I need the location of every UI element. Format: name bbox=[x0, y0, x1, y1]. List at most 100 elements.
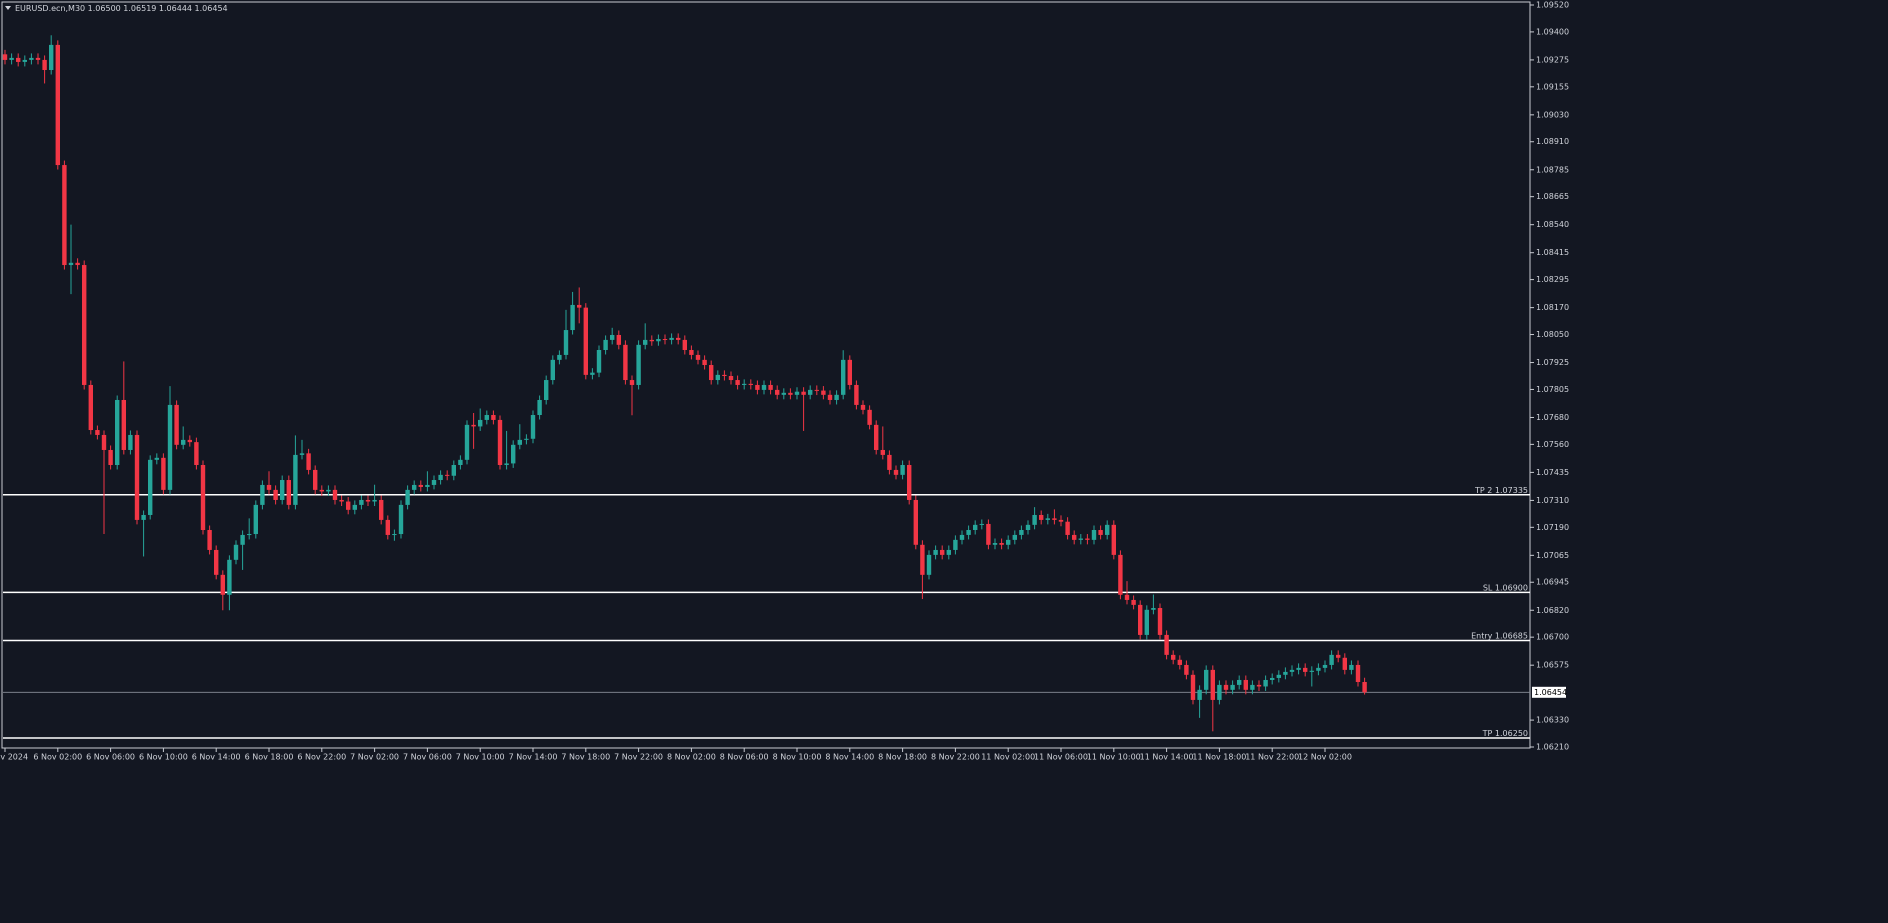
candle-body bbox=[1243, 679, 1248, 690]
x-tick-label: 6 Nov 22:00 bbox=[297, 753, 346, 762]
candle-body bbox=[438, 474, 443, 481]
candle-body bbox=[867, 409, 872, 425]
candle-body bbox=[1157, 608, 1163, 635]
candle-body bbox=[1362, 681, 1367, 693]
y-tick-label: 1.06700 bbox=[1536, 633, 1569, 642]
candle-body bbox=[761, 384, 767, 390]
candle-body bbox=[240, 534, 245, 545]
candle-body bbox=[880, 449, 885, 455]
candle-body bbox=[266, 484, 272, 490]
candle-body bbox=[372, 499, 377, 502]
y-tick-label: 1.08910 bbox=[1536, 137, 1569, 146]
x-tick-label: 7 Nov 22:00 bbox=[614, 753, 663, 762]
y-tick-label: 1.08540 bbox=[1536, 220, 1569, 229]
candle-body bbox=[1256, 684, 1262, 687]
x-tick-label: 7 Nov 10:00 bbox=[456, 753, 505, 762]
candle-body bbox=[893, 469, 899, 475]
candle-body bbox=[1025, 524, 1031, 531]
candle-body bbox=[689, 349, 694, 355]
candle-body bbox=[220, 574, 225, 595]
candle-body bbox=[418, 484, 423, 487]
x-tick-label: 6 Nov 18:00 bbox=[245, 753, 294, 762]
candle-body bbox=[299, 453, 305, 455]
candle-body bbox=[669, 337, 674, 340]
candle-body bbox=[1065, 521, 1070, 535]
candle-body bbox=[412, 484, 417, 490]
candle-body bbox=[1329, 654, 1334, 665]
candle-body bbox=[398, 504, 404, 535]
candle-body bbox=[1223, 684, 1229, 690]
candle-body bbox=[1263, 679, 1268, 687]
candle-body bbox=[392, 534, 397, 536]
candle-body bbox=[1349, 664, 1354, 670]
candle-body bbox=[326, 489, 331, 492]
candle-body bbox=[154, 457, 159, 460]
candle-body bbox=[583, 307, 588, 375]
candle-body bbox=[676, 337, 681, 340]
y-tick-label: 1.07805 bbox=[1536, 385, 1569, 394]
candle-body bbox=[62, 165, 67, 266]
candle-body bbox=[108, 449, 113, 465]
y-tick-label: 1.09520 bbox=[1536, 1, 1569, 10]
candle-body bbox=[1058, 519, 1064, 522]
candle-body bbox=[801, 391, 806, 395]
candle-body bbox=[860, 404, 866, 410]
candle-body bbox=[821, 390, 826, 395]
candle-body bbox=[511, 444, 516, 464]
candle-body bbox=[973, 524, 978, 531]
x-tick-label: 7 Nov 02:00 bbox=[350, 753, 399, 762]
y-tick-label: 1.09400 bbox=[1536, 27, 1569, 36]
candle-body bbox=[999, 543, 1004, 545]
candle-body bbox=[907, 464, 912, 500]
y-tick-label: 1.08785 bbox=[1536, 165, 1569, 174]
candle-body bbox=[1197, 689, 1202, 700]
candle-body bbox=[471, 424, 476, 427]
y-tick-label: 1.08295 bbox=[1536, 275, 1569, 284]
candle-body bbox=[517, 439, 522, 445]
x-tick-label: 11 Nov 06:00 bbox=[1034, 753, 1088, 762]
candle-body bbox=[29, 57, 34, 60]
candle-body bbox=[834, 394, 839, 400]
candle-body bbox=[563, 330, 569, 355]
y-tick-label: 1.08415 bbox=[1536, 248, 1569, 257]
candle-body bbox=[702, 359, 707, 366]
candle-body bbox=[775, 389, 780, 395]
candle-body bbox=[735, 380, 740, 385]
candle-body bbox=[339, 499, 344, 502]
x-tick-label: 7 Nov 18:00 bbox=[561, 753, 610, 762]
collapse-icon[interactable] bbox=[5, 6, 11, 10]
candle-body bbox=[445, 474, 450, 476]
candle-body bbox=[1309, 670, 1314, 672]
candle-body bbox=[986, 523, 991, 545]
candle-body bbox=[827, 394, 833, 400]
candle-body bbox=[992, 543, 998, 545]
x-tick-label: 7 Nov 06:00 bbox=[403, 753, 452, 762]
candle-body bbox=[95, 430, 100, 435]
candle-body bbox=[2, 54, 8, 60]
candle-body bbox=[1336, 654, 1341, 658]
candle-body bbox=[616, 334, 621, 345]
x-tick-label: 8 Nov 18:00 bbox=[878, 753, 927, 762]
candle-body bbox=[174, 404, 179, 445]
candle-body bbox=[629, 380, 635, 385]
candle-body bbox=[286, 480, 291, 505]
candle-body bbox=[550, 359, 555, 381]
candle-body bbox=[544, 380, 549, 400]
candle-body bbox=[68, 262, 74, 266]
candle-body bbox=[1078, 538, 1083, 540]
candle-body bbox=[1237, 679, 1242, 685]
current-price-box bbox=[1532, 686, 1566, 698]
x-tick-label: 6 Nov 14:00 bbox=[192, 753, 241, 762]
candle-body bbox=[359, 499, 364, 505]
y-tick-label: 1.09275 bbox=[1536, 55, 1569, 64]
candle-body bbox=[260, 484, 265, 505]
candle-body bbox=[940, 549, 945, 555]
candle-body bbox=[181, 439, 186, 445]
level-label: TP 2 1.07335 bbox=[1474, 486, 1528, 495]
candle-body bbox=[1085, 538, 1090, 540]
candle-body bbox=[590, 372, 595, 375]
candle-body bbox=[603, 339, 608, 350]
candle-body bbox=[464, 424, 470, 460]
candle-body bbox=[491, 415, 496, 420]
candle-body bbox=[755, 384, 760, 390]
